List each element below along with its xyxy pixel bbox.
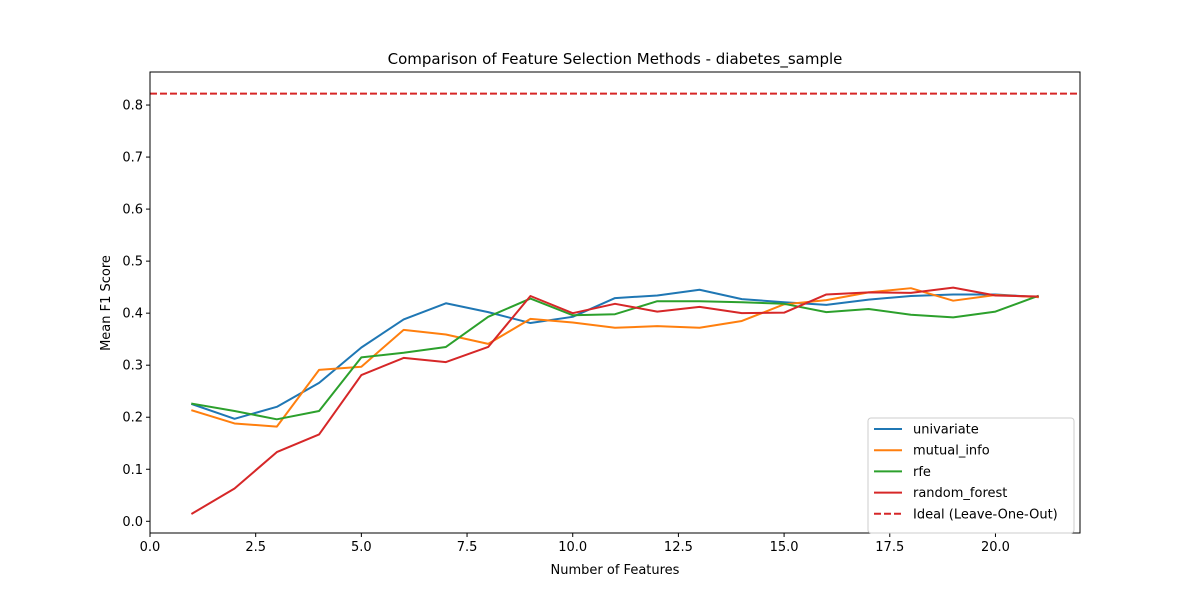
y-tick-label: 0.8	[122, 99, 143, 114]
y-tick-label: 0.7	[122, 151, 143, 166]
series-line-rfe	[191, 294, 1040, 421]
x-tick-label: 15.0	[770, 540, 799, 555]
chart-title: Comparison of Feature Selection Methods …	[388, 50, 843, 69]
y-tick-label: 0.1	[122, 463, 143, 478]
legend-entry-label: random_forest	[913, 486, 1007, 501]
y-tick-label: 0.6	[122, 203, 143, 218]
legend-box	[867, 417, 1075, 534]
y-axis-label: Mean F1 Score	[99, 255, 114, 351]
x-tick-label: 10.0	[558, 540, 587, 555]
x-tick-label: 12.5	[664, 540, 693, 555]
legend-entry-label: rfe	[913, 465, 931, 480]
x-axis-label: Number of Features	[551, 563, 680, 578]
y-axis: 0.0 0.1 0.2 0.3 0.4 0.5 0.6 0.7 0.8	[122, 99, 150, 530]
legend-entry-label: univariate	[913, 423, 979, 438]
y-tick-label: 0.4	[122, 307, 143, 322]
plot-content	[150, 92, 1080, 515]
plot-area-frame	[149, 71, 1081, 534]
x-tick-label: 17.5	[875, 540, 904, 555]
y-tick-label: 0.5	[122, 255, 143, 270]
y-tick-label: 0.2	[122, 411, 143, 426]
series-line-mutual-info	[191, 287, 1039, 428]
series-line-univariate	[190, 288, 1039, 420]
y-tick-label: 0.0	[122, 515, 143, 530]
y-tick-label: 0.3	[122, 359, 143, 374]
x-tick-label: 0.0	[140, 540, 161, 555]
series-line-random-forest	[190, 286, 1039, 515]
legend-entry-label: Ideal (Leave-One-Out)	[913, 507, 1058, 522]
legend-entry-label: mutual_info	[913, 444, 990, 459]
x-tick-label: 2.5	[245, 540, 266, 555]
x-tick-label: 20.0	[981, 540, 1010, 555]
x-tick-label: 7.5	[457, 540, 478, 555]
x-axis: 0.0 2.5 5.0 7.5 10.0 12.5 15.0 17.5 20.0	[140, 533, 1010, 555]
x-tick-label: 5.0	[351, 540, 372, 555]
